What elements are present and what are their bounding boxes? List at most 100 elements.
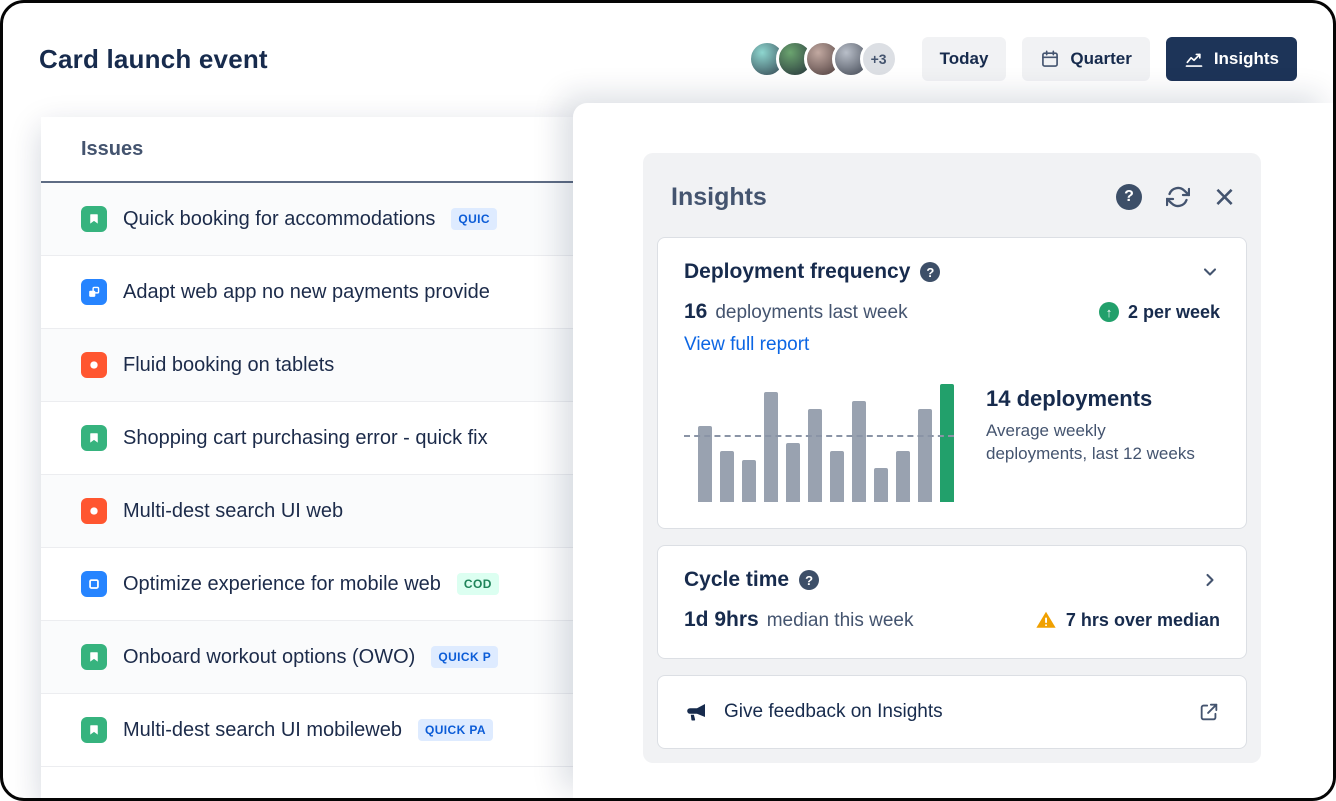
bug-icon: [81, 352, 107, 378]
cycle-time-warning-text: 7 hrs over median: [1065, 609, 1220, 630]
feedback-card[interactable]: Give feedback on Insights: [657, 675, 1247, 749]
story-bookmark-icon: [81, 425, 107, 451]
overlapping-squares-icon: [81, 279, 107, 305]
deployment-chart: [684, 384, 956, 502]
issue-label: Optimize experience for mobile web: [123, 572, 441, 595]
issues-list: Quick booking for accommodations QUIC Adap…: [41, 183, 573, 767]
week-bar: [786, 443, 800, 502]
cycle-time-value: 1d 9hrs: [684, 608, 759, 631]
deployment-average-summary: 14 deployments Average weekly deployment…: [986, 384, 1201, 466]
insights-panel-header: Insights: [657, 167, 1247, 237]
insights-overlay: Insights D: [573, 103, 1333, 798]
deployment-chart-row: 14 deployments Average weekly deployment…: [684, 384, 1220, 502]
issue-label: Shopping cart purchasing error - quick f…: [123, 426, 488, 449]
issue-row[interactable]: Multi-dest search UI web: [41, 475, 573, 548]
cycle-time-stat: 1d 9hrs median this week: [684, 608, 914, 632]
today-button[interactable]: Today: [921, 37, 1007, 81]
week-bar: [808, 409, 822, 502]
avatar-group: +3: [747, 40, 898, 78]
cycle-time-title: Cycle time: [684, 568, 790, 591]
cycle-time-label: median this week: [766, 610, 914, 631]
issue-label: Fluid booking on tablets: [123, 353, 335, 376]
deployment-stat-label: deployments last week: [715, 302, 908, 323]
help-icon[interactable]: [920, 262, 941, 282]
avatar-stack: [747, 40, 870, 78]
bug-icon: [81, 498, 107, 524]
deployment-frequency-header: Deployment frequency: [684, 260, 1220, 284]
issue-badge: COD: [456, 573, 499, 595]
cycle-time-card: Cycle time 1d 9hrs median this week: [657, 545, 1247, 659]
trend-up-icon: [1098, 302, 1119, 322]
week-bar: [764, 392, 778, 502]
cycle-time-warning: 7 hrs over median: [1035, 609, 1220, 631]
issues-panel: Issues Quick booking for accommodations Q…: [41, 117, 573, 798]
help-icon[interactable]: [799, 570, 820, 590]
deployment-stat-row: 16 deployments last week 2 per week: [684, 300, 1220, 324]
chevron-down-icon[interactable]: [1200, 262, 1220, 282]
week-bar: [918, 409, 932, 502]
story-bookmark-icon: [81, 206, 107, 232]
page-header: Card launch event +3 Today Quarter: [3, 3, 1333, 115]
week-bar: [830, 451, 844, 502]
week-bar: [852, 400, 866, 502]
average-deployments-caption: Average weekly deployments, last 12 week…: [986, 421, 1195, 463]
issue-label: Multi-dest search UI mobileweb: [123, 718, 402, 741]
external-link-icon[interactable]: [1198, 701, 1220, 723]
latest-week-bar: [940, 384, 954, 502]
chevron-right-icon[interactable]: [1200, 570, 1220, 590]
chart-line-icon: [1184, 49, 1204, 69]
issue-row[interactable]: Optimize experience for mobile web COD: [41, 548, 573, 621]
quarter-button[interactable]: Quarter: [1022, 37, 1150, 81]
week-bar: [874, 468, 888, 502]
deployment-stat-value: 16: [684, 300, 708, 323]
week-bar: [698, 426, 712, 502]
warning-icon: [1035, 609, 1057, 631]
deployment-trend: 2 per week: [1098, 301, 1220, 323]
insights-container: Insights D: [643, 153, 1261, 763]
deployment-stat: 16 deployments last week: [684, 300, 908, 324]
close-icon[interactable]: [1214, 179, 1235, 215]
quarter-button-label: Quarter: [1070, 49, 1132, 68]
issue-row[interactable]: Onboard workout options (OWO) QUICK P: [41, 621, 573, 694]
issue-label: Adapt web app no new payments provide: [123, 280, 490, 303]
view-full-report-link[interactable]: View full report: [684, 334, 810, 355]
insights-header-icons: [1115, 179, 1235, 215]
insights-button[interactable]: Insights: [1165, 37, 1297, 81]
week-bar: [896, 451, 910, 502]
issue-row[interactable]: Shopping cart purchasing error - quick f…: [41, 402, 573, 475]
week-bar: [720, 451, 734, 502]
deployment-frequency-card: Deployment frequency 16 deployments last…: [657, 237, 1247, 529]
average-deployments-value: 14 deployments: [986, 386, 1153, 411]
refresh-icon[interactable]: [1165, 185, 1190, 209]
task-icon: [81, 571, 107, 597]
insights-button-label: Insights: [1213, 49, 1279, 68]
issue-row[interactable]: Multi-dest search UI mobileweb QUICK PA: [41, 694, 573, 767]
story-bookmark-icon: [81, 644, 107, 670]
cycle-time-stat-row: 1d 9hrs median this week: [684, 608, 1220, 632]
page-title: Card launch event: [39, 43, 268, 74]
issue-row[interactable]: Fluid booking on tablets: [41, 329, 573, 402]
issue-row[interactable]: Quick booking for accommodations QUIC: [41, 183, 573, 256]
cycle-time-header: Cycle time: [684, 568, 1220, 592]
insights-panel-title: Insights: [671, 182, 767, 211]
issue-badge: QUIC: [451, 208, 497, 230]
calendar-icon: [1040, 49, 1060, 69]
issue-label: Quick booking for accommodations: [123, 207, 436, 230]
feedback-label: Give feedback on Insights: [724, 701, 943, 722]
average-line: [684, 435, 954, 438]
megaphone-icon: [684, 700, 708, 724]
issue-label: Onboard workout options (OWO): [123, 645, 416, 668]
avatar-overflow-badge[interactable]: +3: [859, 40, 898, 78]
deployment-trend-value: 2 per week: [1127, 301, 1220, 322]
week-bar: [742, 459, 756, 502]
help-icon[interactable]: [1115, 184, 1142, 210]
header-actions: +3 Today Quarter Insights: [747, 37, 1297, 81]
issue-label: Multi-dest search UI web: [123, 499, 344, 522]
story-bookmark-icon: [81, 717, 107, 743]
insights-cards: Deployment frequency 16 deployments last…: [657, 237, 1247, 749]
issue-badge: QUICK PA: [418, 719, 493, 741]
issues-panel-title: Issues: [41, 117, 573, 183]
issue-badge: QUICK P: [431, 646, 499, 668]
issue-row[interactable]: Adapt web app no new payments provide: [41, 256, 573, 329]
